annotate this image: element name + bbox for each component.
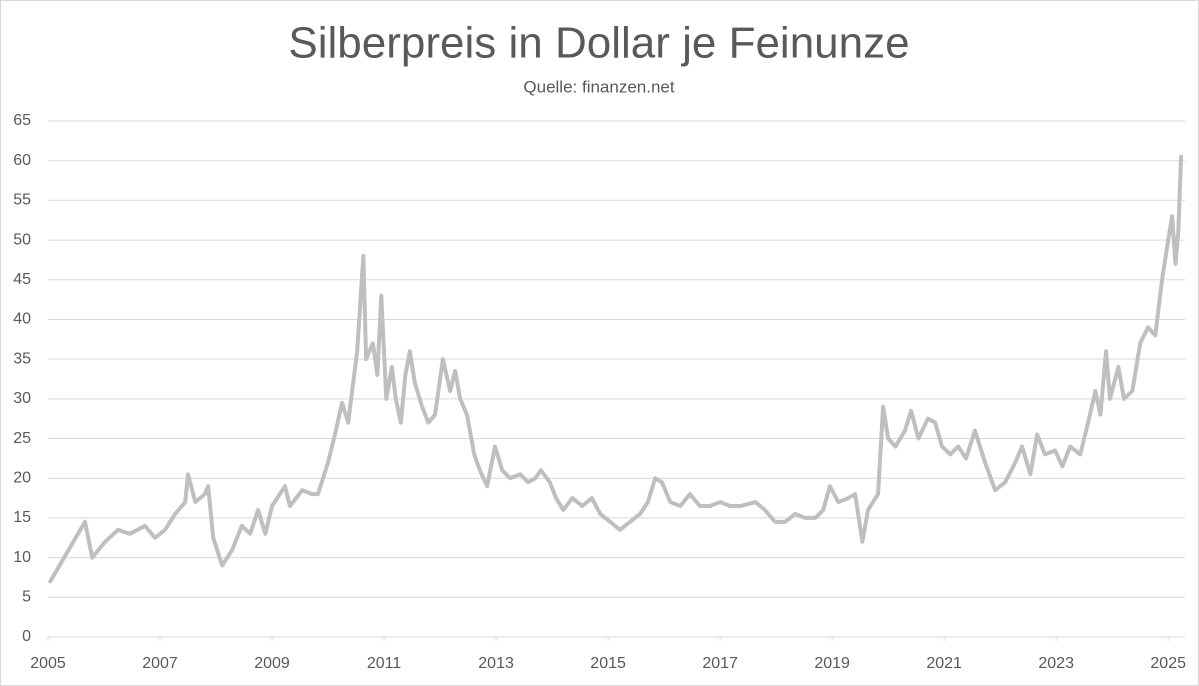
x-tick-label: 2017 [702, 655, 738, 672]
y-tick-label: 55 [13, 192, 31, 209]
y-tick-label: 20 [13, 469, 31, 486]
y-tick-label: 15 [13, 509, 31, 526]
y-tick-label: 45 [13, 271, 31, 288]
x-tick-label: 2019 [814, 655, 850, 672]
y-tick-label: 65 [13, 112, 31, 129]
y-tick-label: 25 [13, 430, 31, 447]
y-tick-label: 10 [13, 549, 31, 566]
y-tick-label: 50 [13, 231, 31, 248]
x-tick-label: 2023 [1038, 655, 1074, 672]
x-tick-label: 2013 [478, 655, 514, 672]
x-tick-label: 2007 [142, 655, 178, 672]
y-tick-label: 30 [13, 390, 31, 407]
x-tick-label: 2009 [254, 655, 290, 672]
x-tick-label: 2021 [926, 655, 962, 672]
x-tick-label: 2015 [590, 655, 626, 672]
y-tick-label: 0 [22, 628, 31, 645]
y-tick-label: 60 [13, 152, 31, 169]
chart-title: Silberpreis in Dollar je Feinunze [288, 19, 909, 68]
y-tick-label: 40 [13, 311, 31, 328]
y-tick-label: 5 [22, 589, 31, 606]
y-tick-label: 35 [13, 350, 31, 367]
chart-subtitle: Quelle: finanzen.net [523, 77, 674, 96]
price-line [48, 154, 1184, 584]
x-tick-label: 2005 [30, 655, 66, 672]
x-tick-label: 2011 [367, 655, 402, 672]
x-tick-label: 2025 [1150, 655, 1186, 672]
